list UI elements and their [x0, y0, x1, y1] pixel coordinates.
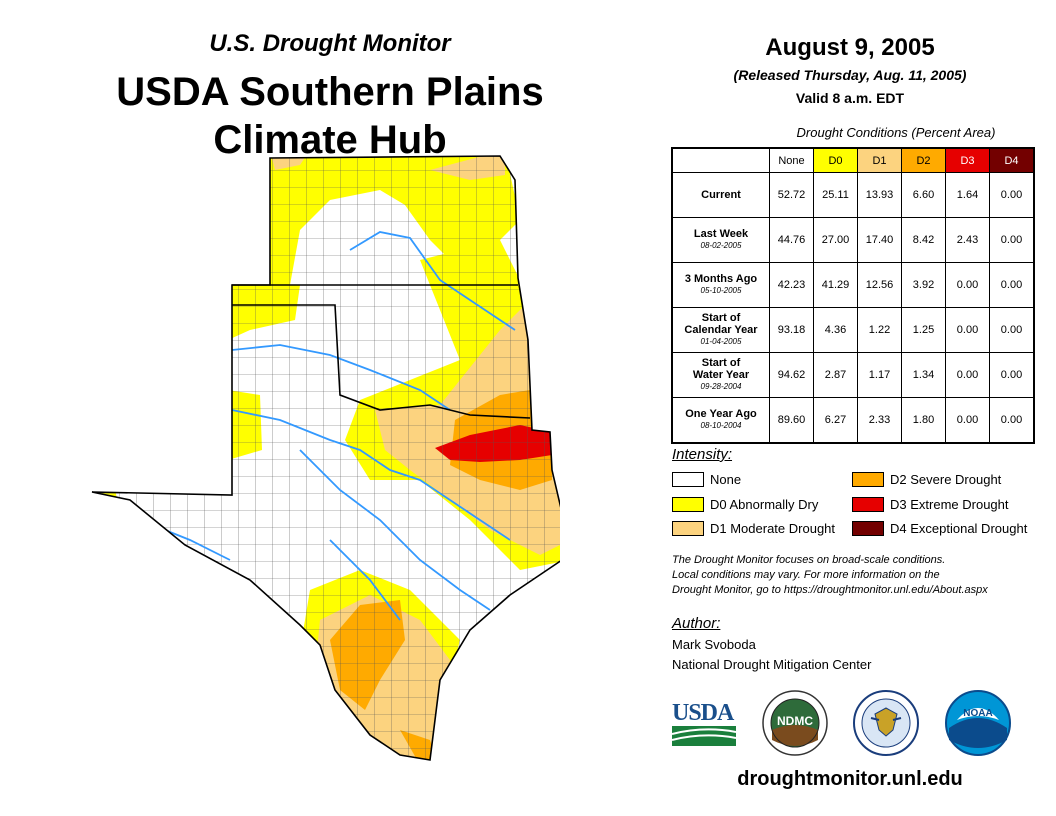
noaa-logo-icon: NOAA	[945, 690, 1011, 761]
author-title: Author:	[672, 615, 721, 632]
col-d3: D3	[945, 147, 990, 173]
legend-item-d0: D0 Abnormally Dry	[672, 497, 818, 512]
cell: 6.60	[901, 172, 946, 218]
row-label: Last Week 08-02-2005	[671, 217, 770, 263]
legend-label: D0 Abnormally Dry	[710, 497, 819, 512]
cell: 1.25	[901, 307, 946, 353]
legend-label: None	[710, 472, 742, 487]
cell: 44.76	[769, 217, 814, 263]
map-subtitle: U.S. Drought Monitor	[209, 30, 451, 57]
cell: 1.64	[945, 172, 990, 218]
header-blank	[672, 148, 770, 173]
cell: 1.80	[901, 397, 946, 444]
cell: 89.60	[769, 397, 814, 444]
cell: 0.00	[989, 172, 1035, 218]
row-label: One Year Ago 08-10-2004	[671, 397, 770, 444]
map-date: August 9, 2005	[765, 34, 935, 61]
rivers	[99, 231, 516, 621]
legend-label: D1 Moderate Drought	[710, 521, 836, 536]
oklahoma-texas-border	[232, 304, 531, 419]
col-none: None	[769, 147, 814, 173]
title-line-1: USDA Southern Plains	[116, 70, 544, 114]
cell: 0.00	[989, 217, 1035, 263]
doc-seal-icon	[853, 690, 919, 761]
table-row: Current 52.72 25.11 13.93 6.60 1.64 0.00	[671, 172, 1035, 218]
cell: 93.18	[769, 307, 814, 353]
legend-swatch	[852, 472, 884, 487]
cell: 2.43	[945, 217, 990, 263]
legend-item-d2: D2 Severe Drought	[852, 472, 1001, 487]
title-line-2: Climate Hub	[213, 118, 447, 162]
table-row: 3 Months Ago 05-10-2005 42.23 41.29 12.56…	[671, 262, 1035, 308]
legend-swatch	[852, 521, 884, 536]
legend-label: D2 Severe Drought	[890, 472, 1002, 487]
cell: 6.27	[813, 397, 858, 444]
table-caption: Drought Conditions (Percent Area)	[796, 125, 996, 140]
valid-time: Valid 8 a.m. EDT	[795, 90, 905, 106]
col-d4: D4	[989, 147, 1035, 173]
drought-conditions-table: None D0 D1 D2 D3 D4 Current 52.72 25.11 …	[671, 147, 1035, 444]
cell: 2.87	[813, 352, 858, 398]
legend-swatch	[852, 497, 884, 512]
cell: 1.17	[857, 352, 902, 398]
row-label: Start of Water Year 09-28-2004	[671, 352, 770, 398]
legend-title: Intensity:	[672, 446, 733, 463]
author-name: Mark Svoboda	[672, 637, 756, 652]
cell: 52.72	[769, 172, 814, 218]
author-org: National Drought Mitigation Center	[672, 657, 872, 672]
cell: 0.00	[989, 262, 1035, 308]
cell: 0.00	[945, 397, 990, 444]
legend-item-d4: D4 Exceptional Drought	[852, 521, 1027, 536]
cell: 94.62	[769, 352, 814, 398]
cell: 0.00	[989, 352, 1035, 398]
cell: 12.56	[857, 262, 902, 308]
legend-swatch	[672, 497, 704, 512]
cell: 42.23	[769, 262, 814, 308]
table-row: Start of Calendar Year 01-04-2005 93.18 4.…	[671, 307, 1035, 353]
cell: 1.34	[901, 352, 946, 398]
cell: 25.11	[813, 172, 858, 218]
row-label: Start of Calendar Year 01-04-2005	[671, 307, 770, 353]
col-d0: D0	[813, 147, 858, 173]
table-row: Start of Water Year 09-28-2004 94.62 2.87 …	[671, 352, 1035, 398]
row-label: Current	[671, 172, 770, 218]
footer-url: droughtmonitor.unl.edu	[737, 768, 963, 790]
disclaimer-note: The Drought Monitor focuses on broad-sca…	[672, 554, 988, 596]
cell: 0.00	[945, 262, 990, 308]
legend-item-none: None	[672, 472, 741, 487]
legend-swatch	[672, 472, 704, 487]
legend-label: D3 Extreme Drought	[890, 497, 1009, 512]
table-row: Last Week 08-02-2005 44.76 27.00 17.40 8.…	[671, 217, 1035, 263]
cell: 0.00	[989, 397, 1035, 444]
release-date: (Released Thursday, Aug. 11, 2005)	[733, 67, 967, 83]
cell: 1.22	[857, 307, 902, 353]
legend-item-d1: D1 Moderate Drought	[672, 521, 835, 536]
table-row: One Year Ago 08-10-2004 89.60 6.27 2.33 1…	[671, 397, 1035, 444]
cell: 2.33	[857, 397, 902, 444]
region-border	[91, 155, 560, 761]
legend-swatch	[672, 521, 704, 536]
cell: 17.40	[857, 217, 902, 263]
cell: 0.00	[945, 307, 990, 353]
row-label: 3 Months Ago 05-10-2005	[671, 262, 770, 308]
cell: 3.92	[901, 262, 946, 308]
cell: 4.36	[813, 307, 858, 353]
legend-item-d3: D3 Extreme Drought	[852, 497, 1009, 512]
col-d1: D1	[857, 147, 902, 173]
usda-logo-icon: USDA	[671, 700, 737, 748]
cell: 41.29	[813, 262, 858, 308]
ndmc-logo-icon: NDMC	[762, 690, 828, 761]
county-lines	[92, 156, 560, 760]
drought-map	[91, 155, 560, 761]
cell: 27.00	[813, 217, 858, 263]
cell: 13.93	[857, 172, 902, 218]
cell: 8.42	[901, 217, 946, 263]
cell: 0.00	[989, 307, 1035, 353]
col-d2: D2	[901, 147, 946, 173]
legend-label: D4 Exceptional Drought	[890, 521, 1028, 536]
map-title: USDA Southern Plains Climate Hub	[60, 68, 600, 164]
cell: 0.00	[945, 352, 990, 398]
